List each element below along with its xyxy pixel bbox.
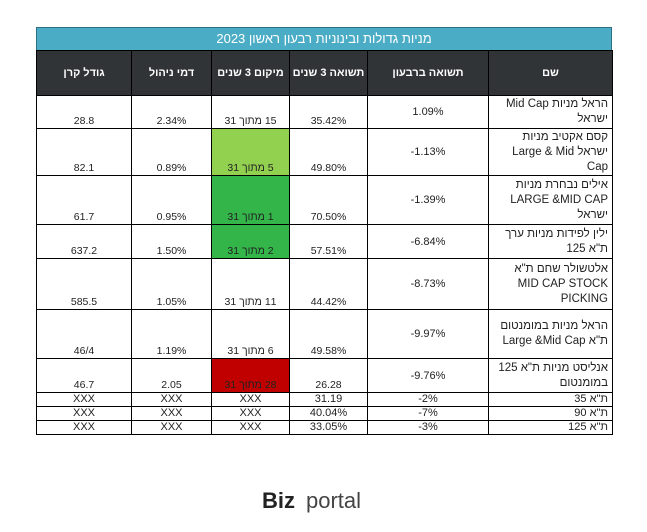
fund-name-cell: הראל מניות Mid Cap ישראל: [488, 95, 613, 129]
mgmt-fee-cell: XXX: [131, 392, 212, 407]
return-3y-cell: 70.50%: [289, 175, 368, 225]
return-3y-cell: 31.19: [289, 392, 368, 407]
rank-cell: XXX: [211, 420, 290, 435]
logo-text-light: portal: [306, 488, 361, 513]
table-row: 61.7 0.95% 1 מתוך 31 70.50% -1.39% אילים…: [36, 175, 613, 225]
fund-table-container: מניות גדולות ובינוניות רבעון ראשון 2023 …: [36, 27, 613, 435]
return-3y-cell: 49.80%: [289, 128, 368, 176]
fund-size-cell: XXX: [36, 420, 132, 435]
mgmt-fee-cell: XXX: [131, 406, 212, 421]
rank-cell: XXX: [211, 392, 290, 407]
mgmt-fee-cell: XXX: [131, 420, 212, 435]
mgmt-fee-cell: 0.95%: [131, 175, 212, 225]
header-row: גודל קרן דמי ניהול מיקום 3 שנים תשואה 3 …: [36, 50, 613, 96]
rank-cell-highlight: 5 מתוך 31: [211, 128, 290, 176]
mgmt-fee-cell: 2.34%: [131, 95, 212, 129]
quarter-return-cell: -1.39%: [367, 175, 489, 225]
return-3y-cell: 26.28: [289, 358, 368, 393]
quarter-return-cell: 1.09%: [367, 95, 489, 129]
return-3y-cell: 35.42%: [289, 95, 368, 129]
return-3y-cell: 33.05%: [289, 420, 368, 435]
fund-size-cell: 637.2: [36, 224, 132, 259]
rank-cell: 11 מתוך 31: [211, 258, 290, 310]
fund-name-cell: אנליסט מניות ת"א 125 במומנטום: [488, 358, 613, 393]
quarter-return-cell: -2%: [367, 392, 489, 407]
table-row: 637.2 1.50% 2 מתוך 31 57.51% -6.84% ילין…: [36, 224, 613, 259]
rank-cell: 15 מתוך 31: [211, 95, 290, 129]
header-mgmt-fee: דמי ניהול: [131, 50, 212, 96]
table-title: מניות גדולות ובינוניות רבעון ראשון 2023: [36, 27, 612, 50]
header-quarter-return: תשואה ברבעון: [367, 50, 489, 96]
quarter-return-cell: -9.76%: [367, 358, 489, 393]
header-rank-3y: מיקום 3 שנים: [211, 50, 290, 96]
quarter-return-cell: -6.84%: [367, 224, 489, 259]
quarter-return-cell: -7%: [367, 406, 489, 421]
mgmt-fee-cell: 2.05: [131, 358, 212, 393]
rank-cell-highlight: 2 מתוך 31: [211, 224, 290, 259]
table-row: 28.8 2.34% 15 מתוך 31 35.42% 1.09% הראל …: [36, 95, 613, 129]
fund-size-cell: 28.8: [36, 95, 132, 129]
quarter-return-cell: -1.13%: [367, 128, 489, 176]
fund-name-cell: אילים נבחרת מניות LARGE &MID CAP ישראל: [488, 175, 613, 225]
rank-cell-highlight: 28 מתוך 31: [211, 358, 290, 393]
rank-cell-highlight: 1 מתוך 31: [211, 175, 290, 225]
rank-cell: 6 מתוך 31: [211, 309, 290, 359]
fund-name-cell: הראל מניות במומנטום ת"א Large &Mid Cap: [488, 309, 613, 359]
table-row: 82.1 0.89% 5 מתוך 31 49.80% -1.13% קסם א…: [36, 128, 613, 176]
mgmt-fee-cell: 1.05%: [131, 258, 212, 310]
fund-size-cell: 61.7: [36, 175, 132, 225]
table-row: XXX XXX XXX 40.04% -7% ת"א 90: [36, 406, 613, 421]
quarter-return-cell: -8.73%: [367, 258, 489, 310]
fund-name-cell: ת"א 90: [488, 406, 613, 421]
table-row: XXX XXX XXX 33.05% -3% ת"א 125: [36, 420, 613, 435]
return-3y-cell: 49.58%: [289, 309, 368, 359]
mgmt-fee-cell: 0.89%: [131, 128, 212, 176]
mgmt-fee-cell: 1.50%: [131, 224, 212, 259]
fund-name-cell: ת"א 125: [488, 420, 613, 435]
fund-size-cell: XXX: [36, 406, 132, 421]
fund-name-cell: קסם אקטיב מניות ישראל Large & Mid Cap: [488, 128, 613, 176]
header-name: שם: [488, 50, 613, 96]
quarter-return-cell: -3%: [367, 420, 489, 435]
fund-size-cell: XXX: [36, 392, 132, 407]
return-3y-cell: 57.51%: [289, 224, 368, 259]
fund-name-cell: אלטשולר שחם ת"א MID CAP STOCK PICKING: [488, 258, 613, 310]
mgmt-fee-cell: 1.19%: [131, 309, 212, 359]
bizportal-logo: Biz portal: [262, 488, 361, 513]
logo-text-bold: Biz: [262, 488, 295, 513]
table-row: XXX XXX XXX 31.19 -2% ת"א 35: [36, 392, 613, 407]
fund-size-cell: 585.5: [36, 258, 132, 310]
header-fund-size: גודל קרן: [36, 50, 132, 96]
table-row: 46/4 1.19% 6 מתוך 31 49.58% -9.97% הראל …: [36, 309, 613, 359]
rank-cell: XXX: [211, 406, 290, 421]
fund-size-cell: 46/4: [36, 309, 132, 359]
return-3y-cell: 44.42%: [289, 258, 368, 310]
funds-table: גודל קרן דמי ניהול מיקום 3 שנים תשואה 3 …: [36, 50, 613, 435]
table-row: 585.5 1.05% 11 מתוך 31 44.42% -8.73% אלט…: [36, 258, 613, 310]
fund-name-cell: ילין לפידות מניות ערך ת"א 125: [488, 224, 613, 259]
return-3y-cell: 40.04%: [289, 406, 368, 421]
fund-size-cell: 82.1: [36, 128, 132, 176]
quarter-return-cell: -9.97%: [367, 309, 489, 359]
table-row: 46.7 2.05 28 מתוך 31 26.28 -9.76% אנליסט…: [36, 358, 613, 393]
fund-size-cell: 46.7: [36, 358, 132, 393]
fund-name-cell: ת"א 35: [488, 392, 613, 407]
header-return-3y: תשואה 3 שנים: [289, 50, 368, 96]
